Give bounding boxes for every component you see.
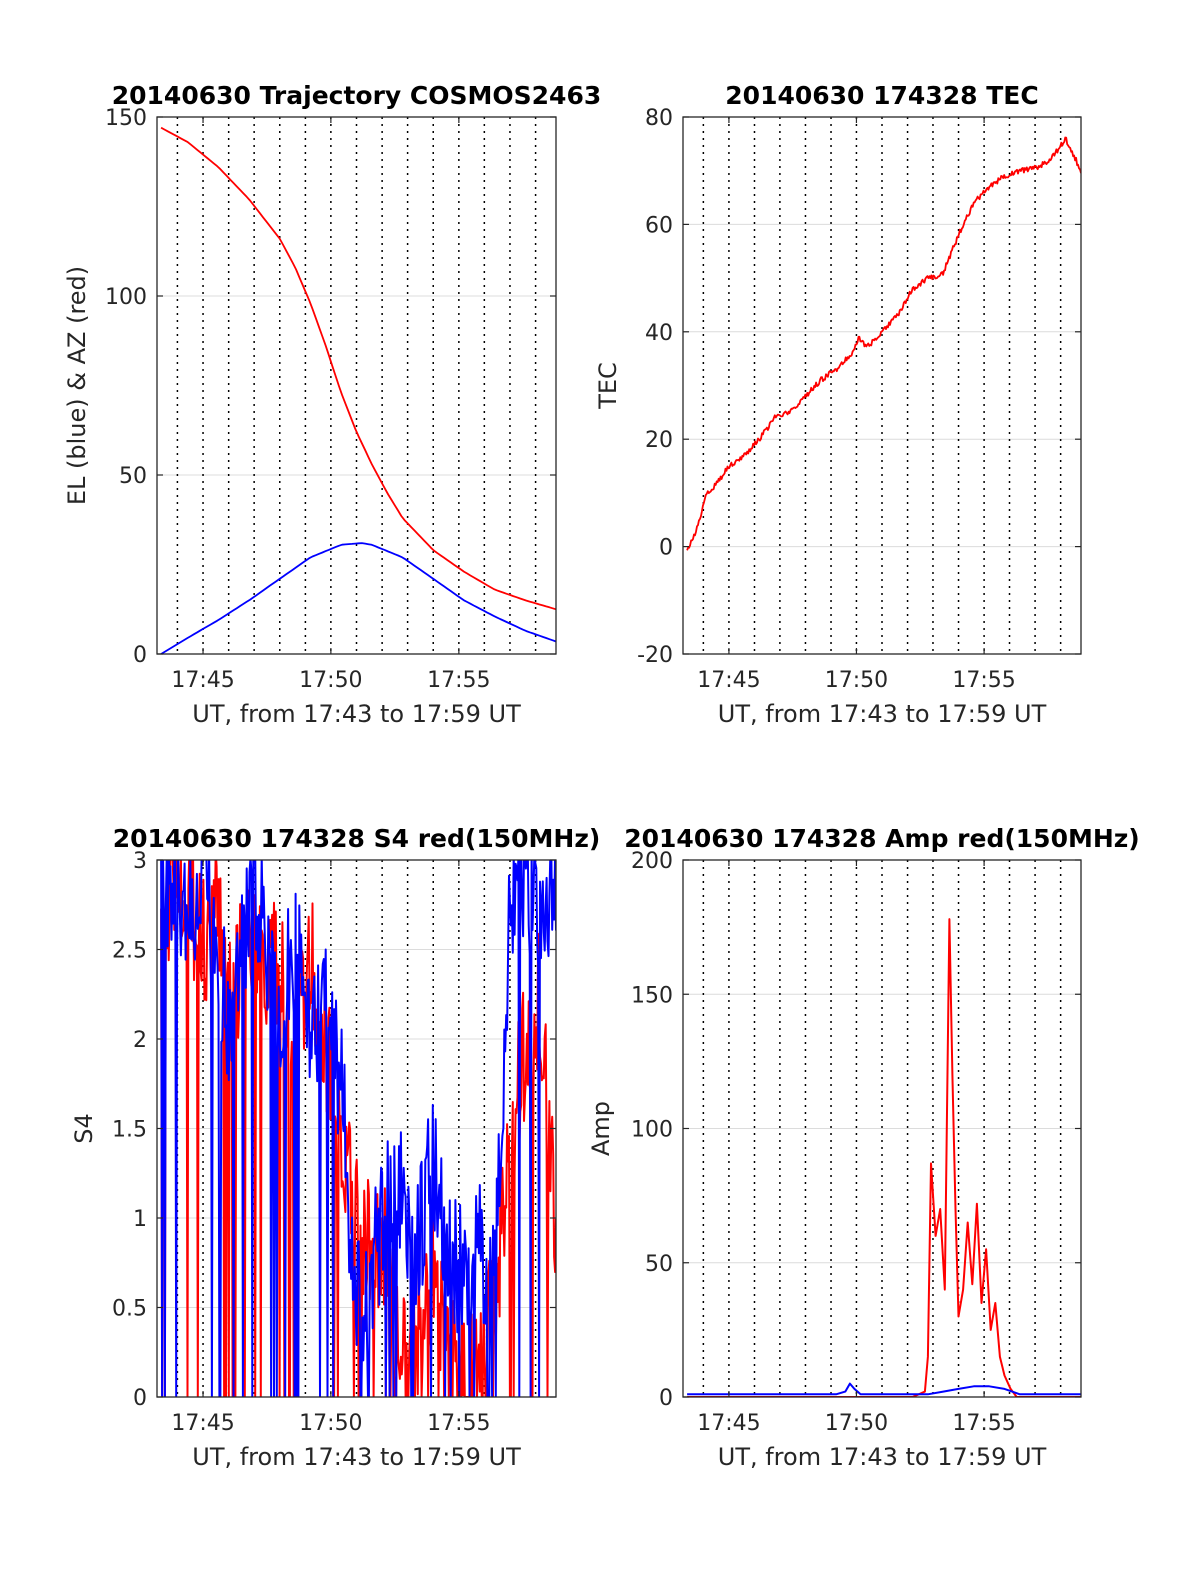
chart-title: 20140630 174328 TEC	[725, 81, 1038, 110]
y-tick-label: 0	[659, 536, 673, 561]
x-tick-label: 17:50	[825, 668, 888, 693]
y-tick-label: 2	[133, 1028, 147, 1053]
y-tick-label: 150	[631, 983, 673, 1008]
x-tick-label: 17:50	[299, 668, 362, 693]
x-tick-label: 17:55	[427, 668, 490, 693]
x-axis-label: UT, from 17:43 to 17:59 UT	[192, 1443, 521, 1471]
y-tick-label: -20	[637, 643, 673, 668]
y-tick-label: 150	[105, 106, 147, 131]
series-line-1	[687, 918, 1081, 1397]
x-axis-label: UT, from 17:43 to 17:59 UT	[718, 1443, 1047, 1471]
y-tick-label: 3	[133, 849, 147, 874]
series-line-2	[687, 1382, 1081, 1396]
y-tick-label: 1	[133, 1207, 147, 1232]
axes-box	[156, 116, 557, 655]
chart-1: 0 50 100 150 17:45 17:50 17:55 UT, from 17:43 t…	[63, 81, 601, 728]
y-tick-label: 200	[631, 849, 673, 874]
y-tick-label: 100	[631, 1118, 673, 1143]
x-tick-label: 17:45	[697, 1411, 760, 1436]
chart-3: 0 0.5 1 1.5 2 2.5 3 17:45 17:50 17:55 UT, from 17:…	[70, 824, 600, 1471]
y-tick-label: 0	[133, 1386, 147, 1411]
y-tick-label: 40	[645, 321, 673, 346]
y-tick-label: 60	[645, 213, 673, 238]
chart-title: 20140630 Trajectory COSMOS2463	[112, 81, 602, 110]
x-tick-label: 17:55	[952, 668, 1015, 693]
x-axis-label: UT, from 17:43 to 17:59 UT	[718, 700, 1047, 728]
chart-2: -20 0 20 40 60 80 17:45 17:50 17:55 UT, from 17:4…	[594, 81, 1082, 728]
series-line-2	[160, 860, 556, 1397]
x-tick-label: 17:55	[427, 1411, 490, 1436]
y-tick-label: 50	[645, 1252, 673, 1277]
x-tick-label: 17:45	[171, 1411, 234, 1436]
y-axis-label: EL (blue) & AZ (red)	[63, 266, 91, 505]
chart-title: 20140630 174328 Amp red(150MHz)	[624, 824, 1140, 853]
x-tick-label: 17:55	[952, 1411, 1015, 1436]
series-line-2	[160, 542, 556, 654]
series-line-1	[160, 126, 556, 611]
y-tick-label: 0	[133, 643, 147, 668]
y-tick-label: 80	[645, 106, 673, 131]
x-tick-label: 17:50	[825, 1411, 888, 1436]
y-axis-label: Amp	[587, 1101, 615, 1156]
x-tick-label: 17:45	[171, 668, 234, 693]
y-tick-label: 1.5	[112, 1118, 147, 1143]
y-tick-label: 100	[105, 285, 147, 310]
y-tick-label: 0	[659, 1386, 673, 1411]
y-tick-label: 0.5	[112, 1297, 147, 1322]
chart-title: 20140630 174328 S4 red(150MHz)	[113, 824, 601, 853]
chart-4: 0 50 100 150 200 17:45 17:50 17:55 UT, from 17:4…	[587, 824, 1140, 1471]
series-line-1	[686, 136, 1081, 551]
y-axis-label: S4	[70, 1113, 98, 1144]
x-tick-label: 17:50	[299, 1411, 362, 1436]
y-tick-label: 20	[645, 428, 673, 453]
y-axis-label: TEC	[594, 362, 622, 410]
axes-box	[682, 116, 1082, 655]
y-tick-label: 2.5	[112, 939, 147, 964]
y-tick-label: 50	[119, 464, 147, 489]
x-tick-label: 17:45	[697, 668, 760, 693]
x-axis-label: UT, from 17:43 to 17:59 UT	[192, 700, 521, 728]
